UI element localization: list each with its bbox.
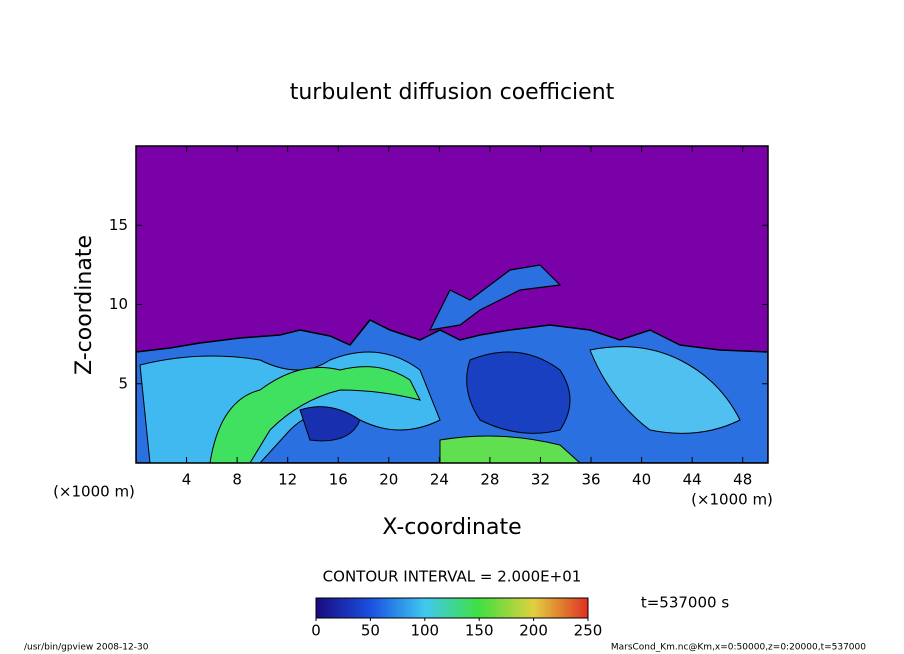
- colorbar-tick-label: 50: [361, 622, 380, 640]
- x-tick-label: 8: [232, 471, 242, 489]
- x-tick-label: 24: [430, 471, 449, 489]
- y-unit-label: (×1000 m): [53, 483, 135, 501]
- colorbar-tick-label: 250: [574, 622, 603, 640]
- colorbar-tick-label: 200: [519, 622, 548, 640]
- colorbar-tick-label: 150: [465, 622, 494, 640]
- contour-label: CONTOUR INTERVAL = 2.000E+01: [323, 568, 582, 586]
- time-label: t=537000 s: [641, 594, 729, 612]
- y-axis-label: Z-coordinate: [72, 235, 97, 375]
- x-tick-label: 36: [581, 471, 600, 489]
- x-tick-label: 16: [329, 471, 348, 489]
- x-tick-label: 48: [733, 471, 752, 489]
- x-tick-label: 28: [480, 471, 499, 489]
- x-axis-label: X-coordinate: [382, 515, 521, 540]
- colorbar: [315, 597, 589, 619]
- y-tick-label: 15: [109, 216, 128, 234]
- chart-title: turbulent diffusion coefficient: [290, 80, 615, 105]
- colorbar-tick-label: 0: [311, 622, 321, 640]
- x-tick-label: 40: [632, 471, 651, 489]
- colorbar-tick-label: 100: [410, 622, 439, 640]
- x-tick-label: 20: [379, 471, 398, 489]
- footer-right: MarsCond_Km.nc@Km,x=0:50000,z=0:20000,t=…: [611, 643, 866, 653]
- footer-left: /usr/bin/gpview 2008-12-30: [24, 643, 149, 653]
- x-unit-label: (×1000 m): [691, 491, 773, 509]
- y-tick-label: 5: [118, 374, 128, 392]
- x-tick-label: 44: [683, 471, 702, 489]
- y-tick-label: 10: [109, 295, 128, 313]
- x-tick-label: 32: [531, 471, 550, 489]
- field: [136, 146, 768, 463]
- x-tick-label: 12: [278, 471, 297, 489]
- x-tick-label: 4: [182, 471, 192, 489]
